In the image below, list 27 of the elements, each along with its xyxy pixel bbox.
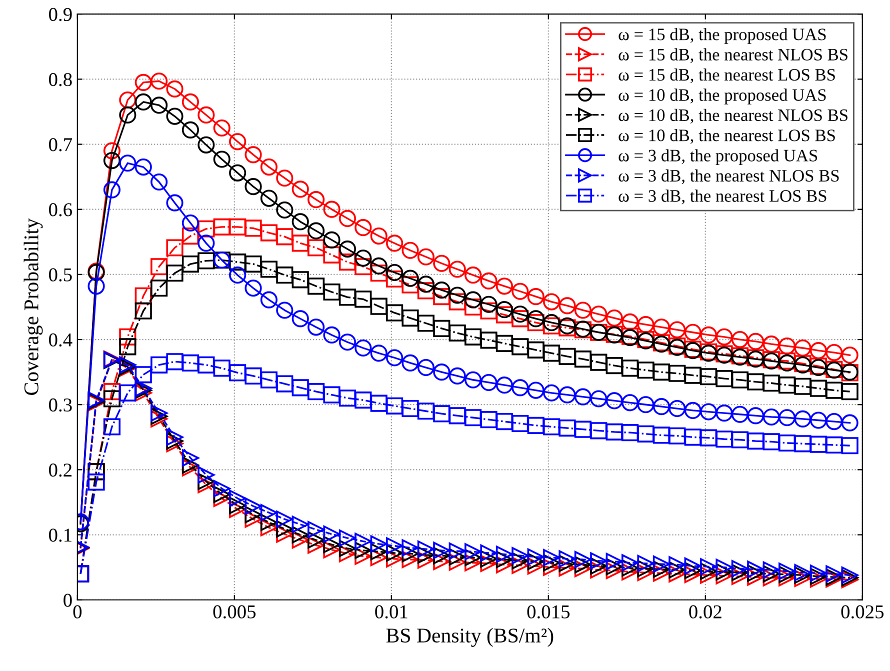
y-tick-label: 0.4 <box>49 333 72 347</box>
x-axis-title: BS Density (BS/m²) <box>386 628 554 647</box>
legend-label: ω = 15 dB, the nearest NLOS BS <box>618 48 848 63</box>
legend-label: ω = 3 dB, the nearest LOS BS <box>618 190 826 204</box>
legend-label: ω = 10 dB, the nearest LOS BS <box>618 129 835 144</box>
x-tick-label: 0.025 <box>841 605 884 619</box>
legend-label: ω = 10 dB, the proposed UAS <box>618 88 826 104</box>
y-tick-label: 0.9 <box>49 8 72 22</box>
y-tick-label: 0.3 <box>49 398 72 412</box>
x-tick-label: 0.02 <box>689 605 722 619</box>
y-tick-label: 0 <box>64 594 72 607</box>
x-tick-label: 0.015 <box>527 605 570 619</box>
y-tick-label: 0.5 <box>49 268 72 282</box>
legend-label: ω = 3 dB, the proposed UAS <box>618 149 818 165</box>
y-tick-label: 0.6 <box>49 203 72 216</box>
y-tick-label: 0.8 <box>49 72 72 86</box>
legend-label: ω = 15 dB, the proposed UAS <box>618 28 826 44</box>
legend-label: ω = 10 dB, the nearest NLOS BS <box>618 108 848 124</box>
x-tick-label: 0.005 <box>213 605 256 619</box>
y-tick-label: 0.1 <box>49 528 72 542</box>
y-tick-label: 0.7 <box>49 138 72 152</box>
x-tick-label: 0 <box>73 605 82 618</box>
y-tick-label: 0.2 <box>49 464 72 477</box>
legend-label: ω = 15 dB, the nearest LOS BS <box>618 68 835 84</box>
y-axis-title: Coverage Probability <box>24 218 43 395</box>
legend-label: ω = 3 dB, the nearest NLOS BS <box>618 169 839 184</box>
x-tick-label: 0.01 <box>375 605 408 619</box>
